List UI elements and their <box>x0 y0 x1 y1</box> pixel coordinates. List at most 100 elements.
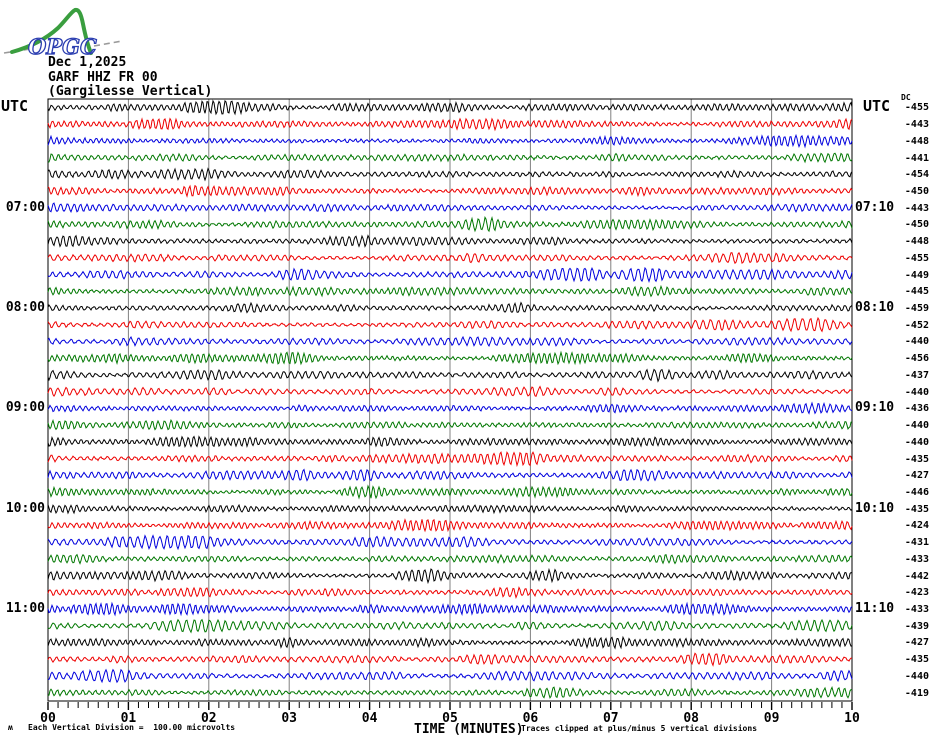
dc-offset-value: -445 <box>904 286 929 298</box>
dc-offset-value: -455 <box>904 102 929 114</box>
x-axis-title: TIME (MINUTES) <box>414 722 524 737</box>
hour-label-left: 10:00 <box>5 500 45 516</box>
x-tick-label: 01 <box>120 711 137 726</box>
plot-border <box>47 98 853 702</box>
hour-label-right: 09:10 <box>855 400 895 416</box>
seismic-trace-08:30 <box>47 350 853 366</box>
dc-offset-value: -437 <box>904 369 929 381</box>
seismic-trace-10:10 <box>47 518 853 533</box>
seismic-trace-09:20 <box>47 435 853 449</box>
seismic-trace-11:50 <box>47 685 853 699</box>
x-tick-label: 08 <box>683 711 700 726</box>
seismic-trace-08:40 <box>47 368 853 383</box>
header-station-code: GARF HHZ FR 00 <box>48 70 158 85</box>
dc-offset-value: -424 <box>904 520 929 532</box>
x-tick-label: 06 <box>522 711 539 726</box>
hour-label-left: 11:00 <box>5 601 45 617</box>
seismic-trace-06:50 <box>47 184 853 198</box>
x-tick-label: 02 <box>200 711 217 726</box>
dc-column-header: DC <box>901 93 911 102</box>
dc-offset-value: -435 <box>904 503 929 515</box>
dc-offset-value: -423 <box>904 587 929 599</box>
seismic-trace-07:50 <box>47 284 853 298</box>
opgc-logo: OPGC <box>2 2 127 60</box>
seismic-trace-07:30 <box>47 251 853 265</box>
dc-offset-value: -431 <box>904 537 929 549</box>
dc-offset-value: -440 <box>904 386 929 398</box>
dc-offset-value: -450 <box>904 185 929 197</box>
seismic-trace-06:20 <box>47 133 853 149</box>
seismic-trace-10:20 <box>47 534 853 551</box>
seismic-trace-07:00 <box>47 202 853 213</box>
dc-offset-value: -446 <box>904 486 929 498</box>
dc-offset-value: -449 <box>904 269 929 281</box>
x-tick-label: 07 <box>602 711 619 726</box>
utc-label-right: UTC <box>863 97 891 115</box>
tiny-waveform-mark: ʍ <box>8 723 13 732</box>
dc-offset-value: -455 <box>904 252 929 264</box>
dc-offset-value: -440 <box>904 336 929 348</box>
dc-offset-value: -436 <box>904 403 929 415</box>
hour-label-right: 11:10 <box>855 601 895 617</box>
seismic-trace-09:10 <box>47 418 853 431</box>
seismic-trace-06:00 <box>47 99 853 116</box>
dc-offset-value: -435 <box>904 654 929 666</box>
dc-offset-value: -459 <box>904 303 929 315</box>
utc-label-left: UTC <box>1 97 29 115</box>
clip-note: Traces clipped at plus/minus 5 vertical … <box>521 724 758 733</box>
seismic-trace-10:00 <box>47 503 853 515</box>
dc-offset-value: -419 <box>904 687 929 699</box>
x-tick-label: 03 <box>281 711 298 726</box>
dc-offset-value: -440 <box>904 436 929 448</box>
hour-label-left: 07:00 <box>5 199 45 215</box>
logo-text: OPGC <box>28 34 97 59</box>
seismic-trace-08:10 <box>47 316 853 333</box>
x-tick-label: 10 <box>844 711 860 726</box>
seismic-trace-09:00 <box>47 401 853 415</box>
dc-offset-value: -439 <box>904 620 929 632</box>
seismic-trace-11:20 <box>47 635 853 650</box>
hour-label-right: 10:10 <box>855 500 895 516</box>
dc-offset-value: -452 <box>904 319 929 331</box>
dc-offset-value: -448 <box>904 135 929 147</box>
dc-offset-value: -456 <box>904 353 929 365</box>
dc-offset-value: -427 <box>904 637 929 649</box>
dc-offset-value: -433 <box>904 604 929 616</box>
header-date: Dec 1,2025 <box>48 55 127 70</box>
dc-offset-value: -440 <box>904 670 929 682</box>
logo-mountain-curve <box>10 7 93 55</box>
seismic-trace-08:00 <box>47 301 853 314</box>
x-tick-label: 09 <box>763 711 780 726</box>
seismic-trace-08:50 <box>47 385 853 398</box>
seismic-trace-09:30 <box>47 451 853 468</box>
x-tick-label: 04 <box>361 711 378 726</box>
seismic-trace-11:10 <box>47 618 853 634</box>
seismic-trace-07:10 <box>47 215 853 233</box>
dc-offset-value: -443 <box>904 119 929 131</box>
x-tick-label: 00 <box>40 711 56 726</box>
seismic-trace-07:40 <box>47 266 853 284</box>
seismic-trace-06:40 <box>47 167 853 182</box>
dc-offset-value: -433 <box>904 553 929 565</box>
vertical-division-note: Each Vertical Division = 100.00 microvol… <box>28 723 236 732</box>
seismic-trace-10:50 <box>47 586 853 599</box>
dc-offset-value: -441 <box>904 152 929 164</box>
seismic-trace-08:20 <box>47 335 853 347</box>
hour-label-left: 09:00 <box>5 400 45 416</box>
seismic-trace-11:00 <box>47 601 853 617</box>
seismic-trace-09:50 <box>47 484 853 500</box>
seismic-trace-11:40 <box>47 668 853 684</box>
hour-label-right: 07:10 <box>855 199 895 215</box>
seismic-trace-06:10 <box>47 117 853 132</box>
dc-offset-value: -450 <box>904 219 929 231</box>
seismic-trace-10:40 <box>47 567 853 585</box>
seismic-trace-06:30 <box>47 152 853 164</box>
seismic-trace-09:40 <box>47 468 853 482</box>
dc-offset-value: -442 <box>904 570 929 582</box>
dc-offset-value: -427 <box>904 470 929 482</box>
seismic-trace-10:30 <box>47 553 853 565</box>
header-station-name: (Gargilesse Vertical) <box>48 84 213 99</box>
hour-label-left: 08:00 <box>5 300 45 316</box>
